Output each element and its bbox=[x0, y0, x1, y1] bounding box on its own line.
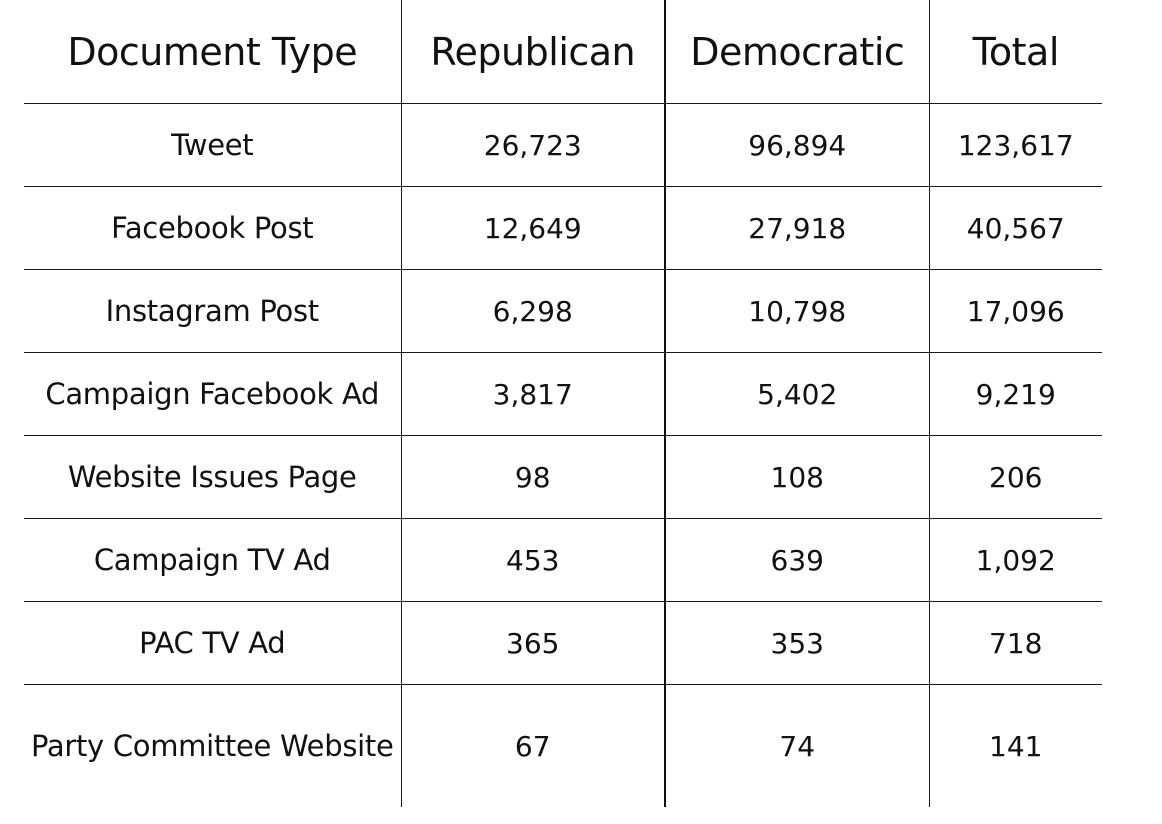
total-cell: 40,567 bbox=[928, 186, 1102, 270]
column-header-document-type: Document Type bbox=[24, 0, 401, 104]
table-row: Facebook Post 12,649 27,918 40,567 bbox=[24, 186, 1102, 270]
republican-cell: 3,817 bbox=[400, 352, 665, 436]
total-cell: 1,092 bbox=[928, 518, 1102, 602]
row-label: Facebook Post bbox=[24, 186, 401, 270]
republican-cell: 6,298 bbox=[400, 269, 665, 353]
republican-cell: 26,723 bbox=[400, 103, 665, 187]
column-header-republican: Republican bbox=[400, 0, 665, 104]
republican-cell: 98 bbox=[400, 435, 665, 519]
row-label: Website Issues Page bbox=[24, 435, 401, 519]
total-cell: 123,617 bbox=[928, 103, 1102, 187]
column-header-democratic: Democratic bbox=[664, 0, 929, 104]
total-cell: 206 bbox=[928, 435, 1102, 519]
democratic-cell: 108 bbox=[664, 435, 929, 519]
democratic-cell: 96,894 bbox=[664, 103, 929, 187]
democratic-cell: 5,402 bbox=[664, 352, 929, 436]
democratic-cell: 353 bbox=[664, 601, 929, 685]
total-cell: 9,219 bbox=[928, 352, 1102, 436]
republican-cell: 67 bbox=[400, 684, 665, 807]
table-row: Instagram Post 6,298 10,798 17,096 bbox=[24, 269, 1102, 353]
row-label: Campaign Facebook Ad bbox=[24, 352, 401, 436]
table-row: Party Committee Website 67 74 141 bbox=[24, 684, 1102, 807]
row-label: Tweet bbox=[24, 103, 401, 187]
document-type-table: Document Type Republican Democratic Tota… bbox=[24, 0, 1102, 807]
header-row: Document Type Republican Democratic Tota… bbox=[24, 0, 1102, 104]
table-row: Website Issues Page 98 108 206 bbox=[24, 435, 1102, 519]
table-row: PAC TV Ad 365 353 718 bbox=[24, 601, 1102, 685]
total-cell: 141 bbox=[928, 684, 1102, 807]
total-cell: 718 bbox=[928, 601, 1102, 685]
total-cell: 17,096 bbox=[928, 269, 1102, 353]
row-label: Party Committee Website bbox=[30, 729, 394, 763]
democratic-cell: 27,918 bbox=[664, 186, 929, 270]
democratic-cell: 10,798 bbox=[664, 269, 929, 353]
republican-cell: 453 bbox=[400, 518, 665, 602]
row-label: PAC TV Ad bbox=[24, 601, 401, 685]
democratic-cell: 639 bbox=[664, 518, 929, 602]
republican-cell: 12,649 bbox=[400, 186, 665, 270]
data-table: Document Type Republican Democratic Tota… bbox=[24, 0, 1102, 807]
democratic-cell: 74 bbox=[664, 684, 929, 807]
column-header-total: Total bbox=[928, 0, 1102, 104]
table-row: Campaign Facebook Ad 3,817 5,402 9,219 bbox=[24, 352, 1102, 436]
republican-cell: 365 bbox=[400, 601, 665, 685]
row-label: Campaign TV Ad bbox=[24, 518, 401, 602]
table-row: Tweet 26,723 96,894 123,617 bbox=[24, 103, 1102, 187]
table-row: Campaign TV Ad 453 639 1,092 bbox=[24, 518, 1102, 602]
row-label: Instagram Post bbox=[24, 269, 401, 353]
